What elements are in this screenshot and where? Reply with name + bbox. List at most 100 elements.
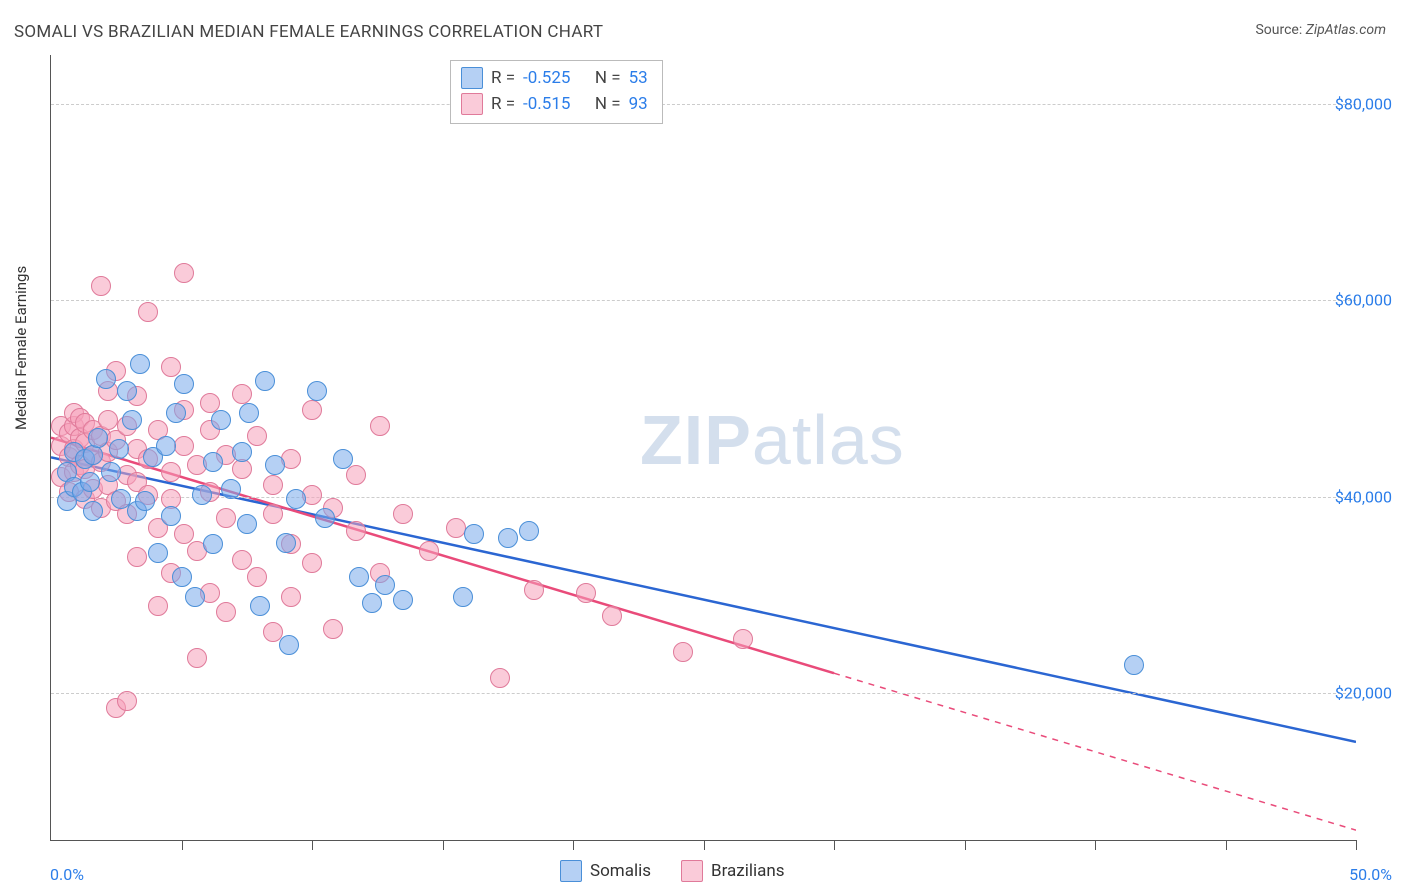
data-point-brazilians [419, 541, 439, 561]
swatch-somalis-bottom [560, 860, 582, 882]
gridline [51, 104, 1356, 105]
data-point-brazilians [117, 691, 137, 711]
x-tick [1095, 840, 1096, 850]
data-point-brazilians [187, 648, 207, 668]
data-point-somalis [349, 567, 369, 587]
data-point-brazilians [393, 504, 413, 524]
data-point-brazilians [263, 504, 283, 524]
data-point-brazilians [161, 357, 181, 377]
data-point-brazilians [323, 619, 343, 639]
x-label-right: 50.0% [1349, 865, 1392, 884]
data-point-somalis [375, 575, 395, 595]
y-axis-title: Median Female Earnings [12, 266, 30, 430]
data-point-somalis [96, 369, 116, 389]
data-point-brazilians [346, 521, 366, 541]
data-point-somalis [161, 506, 181, 526]
data-point-somalis [88, 428, 108, 448]
data-point-brazilians [602, 606, 622, 626]
data-point-somalis [255, 371, 275, 391]
legend-row-somalis: R = -0.525 N = 53 [461, 65, 648, 91]
data-point-somalis [453, 587, 473, 607]
data-point-brazilians [216, 508, 236, 528]
source-label: Source: ZipAtlas.com [1255, 22, 1386, 38]
data-point-brazilians [346, 465, 366, 485]
data-point-somalis [172, 567, 192, 587]
data-point-brazilians [247, 567, 267, 587]
data-point-somalis [101, 462, 121, 482]
legend-item-brazilians: Brazilians [681, 860, 785, 882]
data-point-somalis [174, 374, 194, 394]
data-point-brazilians [98, 410, 118, 430]
y-tick-label: $60,000 [1335, 291, 1392, 310]
R-value-somalis: -0.525 [523, 65, 570, 91]
x-tick [704, 840, 705, 850]
x-tick [834, 840, 835, 850]
data-point-somalis [192, 485, 212, 505]
y-tick-label: $40,000 [1335, 487, 1392, 506]
data-point-somalis [250, 596, 270, 616]
data-point-somalis [265, 455, 285, 475]
gridline [51, 497, 1356, 498]
data-point-somalis [211, 410, 231, 430]
data-point-brazilians [174, 263, 194, 283]
data-point-brazilians [302, 553, 322, 573]
data-point-somalis [393, 590, 413, 610]
source-name: ZipAtlas.com [1306, 22, 1386, 38]
x-tick [1226, 840, 1227, 850]
data-point-somalis [83, 445, 103, 465]
data-point-somalis [156, 436, 176, 456]
N-prefix: N = [595, 65, 621, 91]
data-point-brazilians [733, 629, 753, 649]
legend-item-somalis: Somalis [560, 860, 651, 882]
data-point-brazilians [174, 436, 194, 456]
chart-plot-area [50, 55, 1356, 841]
swatch-brazilians [461, 93, 483, 115]
series-legend: Somalis Brazilians [560, 860, 785, 882]
data-point-somalis [221, 479, 241, 499]
x-tick [965, 840, 966, 850]
data-point-somalis [464, 524, 484, 544]
gridline [51, 300, 1356, 301]
data-point-somalis [519, 521, 539, 541]
data-point-brazilians [127, 547, 147, 567]
trend-line-dashed-brazilians [834, 673, 1356, 830]
data-point-somalis [307, 381, 327, 401]
data-point-brazilians [216, 602, 236, 622]
N-value-brazilians: 93 [629, 91, 648, 117]
data-point-somalis [117, 381, 137, 401]
data-point-somalis [362, 593, 382, 613]
data-point-brazilians [232, 550, 252, 570]
data-point-brazilians [263, 475, 283, 495]
x-label-left: 0.0% [50, 865, 84, 884]
data-point-somalis [122, 410, 142, 430]
data-point-brazilians [148, 596, 168, 616]
x-tick [443, 840, 444, 850]
swatch-brazilians-bottom [681, 860, 703, 882]
gridline [51, 693, 1356, 694]
y-tick-label: $20,000 [1335, 683, 1392, 702]
x-tick [573, 840, 574, 850]
data-point-somalis [237, 514, 257, 534]
data-point-somalis [148, 543, 168, 563]
data-point-brazilians [281, 587, 301, 607]
data-point-somalis [333, 449, 353, 469]
N-value-somalis: 53 [629, 65, 648, 91]
trend-line-somalis [51, 457, 1356, 742]
data-point-somalis [203, 452, 223, 472]
chart-title: SOMALI VS BRAZILIAN MEDIAN FEMALE EARNIN… [14, 22, 603, 42]
correlation-legend: R = -0.525 N = 53 R = -0.515 N = 93 [450, 60, 663, 124]
data-point-somalis [203, 534, 223, 554]
data-point-somalis [80, 472, 100, 492]
data-point-somalis [166, 403, 186, 423]
data-point-brazilians [138, 302, 158, 322]
y-tick-label: $80,000 [1335, 95, 1392, 114]
data-point-somalis [1124, 655, 1144, 675]
data-point-brazilians [232, 384, 252, 404]
data-point-brazilians [174, 524, 194, 544]
data-point-brazilians [490, 668, 510, 688]
data-point-brazilians [302, 400, 322, 420]
data-point-somalis [279, 635, 299, 655]
data-point-somalis [315, 508, 335, 528]
R-prefix: R = [491, 91, 515, 117]
data-point-somalis [498, 528, 518, 548]
